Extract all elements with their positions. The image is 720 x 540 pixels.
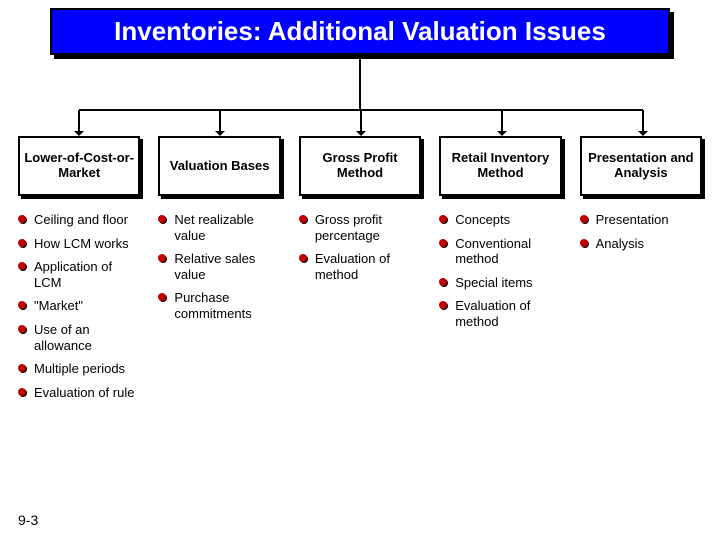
column: Gross Profit Method Gross profit percenta… [299,136,421,408]
bullet-icon [158,254,168,264]
list-item: Conventional method [439,236,561,267]
bullet-icon [439,301,449,311]
list-item-label: Ceiling and floor [34,212,128,228]
list-item: Application of LCM [18,259,140,290]
bullet-icon [439,278,449,288]
list-item-label: Gross profit percentage [315,212,421,243]
bullet-list: Net realizable value Relative sales value… [158,212,280,322]
list-item: Evaluation of rule [18,385,140,401]
bullet-icon [18,262,28,272]
list-item: Use of an allowance [18,322,140,353]
column-header: Valuation Bases [158,136,280,196]
bullet-icon [18,215,28,225]
bullet-icon [158,293,168,303]
column-header: Gross Profit Method [299,136,421,196]
bullet-icon [18,388,28,398]
list-item-label: Net realizable value [174,212,280,243]
list-item-label: Evaluation of method [455,298,561,329]
page-number: 9-3 [18,512,38,528]
list-item-label: Application of LCM [34,259,140,290]
column: Retail Inventory Method Concepts Conventio… [439,136,561,408]
list-item: Analysis [580,236,702,252]
bullet-list: Ceiling and floor How LCM works Applicatio… [18,212,140,400]
list-item: Ceiling and floor [18,212,140,228]
column: Lower-of-Cost-or-Market Ceiling and floor… [18,136,140,408]
bullet-icon [580,215,590,225]
list-item: Purchase commitments [158,290,280,321]
list-item: Net realizable value [158,212,280,243]
list-item: Concepts [439,212,561,228]
bullet-icon [580,239,590,249]
list-item-label: Relative sales value [174,251,280,282]
list-item-label: Multiple periods [34,361,125,377]
column-header-wrap: Lower-of-Cost-or-Market [18,136,140,196]
column-header: Lower-of-Cost-or-Market [18,136,140,196]
list-item: Special items [439,275,561,291]
bullet-list: Concepts Conventional method Special items… [439,212,561,330]
bullet-icon [18,239,28,249]
list-item: Relative sales value [158,251,280,282]
column-header-wrap: Gross Profit Method [299,136,421,196]
column-header-wrap: Retail Inventory Method [439,136,561,196]
title-banner: Inventories: Additional Valuation Issues [50,8,670,55]
bullet-icon [18,364,28,374]
list-item: Presentation [580,212,702,228]
column: Presentation and Analysis Presentation Ana… [580,136,702,408]
list-item-label: Evaluation of rule [34,385,134,401]
list-item-label: How LCM works [34,236,129,252]
bullet-icon [299,215,309,225]
column-header-wrap: Valuation Bases [158,136,280,196]
list-item: "Market" [18,298,140,314]
list-item: Multiple periods [18,361,140,377]
list-item: Evaluation of method [299,251,421,282]
bullet-list: Presentation Analysis [580,212,702,251]
list-item-label: Analysis [596,236,644,252]
list-item-label: Evaluation of method [315,251,421,282]
bullet-list: Gross profit percentage Evaluation of met… [299,212,421,282]
bullet-icon [158,215,168,225]
list-item: Evaluation of method [439,298,561,329]
bullet-icon [439,239,449,249]
bullet-icon [18,325,28,335]
bullet-icon [18,301,28,311]
page-title: Inventories: Additional Valuation Issues [50,8,670,55]
column-header-wrap: Presentation and Analysis [580,136,702,196]
list-item-label: "Market" [34,298,83,314]
columns-container: Lower-of-Cost-or-Market Ceiling and floor… [18,136,702,408]
column: Valuation Bases Net realizable value Relat… [158,136,280,408]
bullet-icon [439,215,449,225]
list-item: How LCM works [18,236,140,252]
list-item-label: Use of an allowance [34,322,140,353]
list-item: Gross profit percentage [299,212,421,243]
column-header: Retail Inventory Method [439,136,561,196]
list-item-label: Special items [455,275,532,291]
bullet-icon [299,254,309,264]
list-item-label: Presentation [596,212,669,228]
list-item-label: Conventional method [455,236,561,267]
list-item-label: Purchase commitments [174,290,280,321]
column-header: Presentation and Analysis [580,136,702,196]
list-item-label: Concepts [455,212,510,228]
